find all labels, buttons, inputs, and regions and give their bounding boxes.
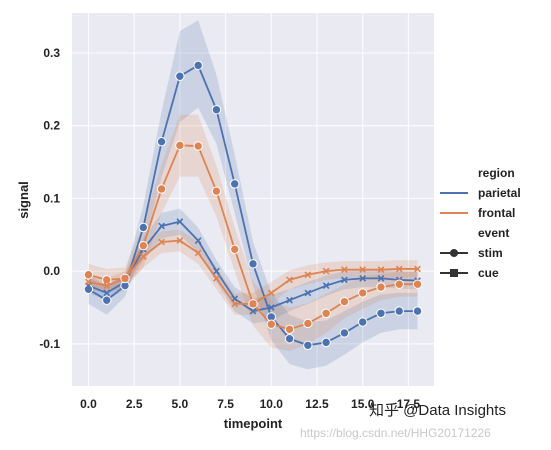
- point-frontal-stim: [284, 324, 295, 334]
- point-frontal-stim: [376, 282, 386, 292]
- x-tick-label: 15.0: [351, 397, 375, 411]
- watermark-brand: 知乎 @Data Insights: [369, 402, 506, 419]
- point-parietal-stim: [303, 340, 313, 350]
- point-parietal-cue: [267, 304, 275, 311]
- point-frontal-cue: [341, 266, 348, 274]
- point-frontal-cue: [304, 271, 312, 279]
- point-parietal-stim: [248, 259, 258, 269]
- point-frontal-stim: [83, 270, 94, 280]
- watermark-url: https://blog.csdn.net/HHG20171226: [300, 426, 491, 440]
- point-frontal-cue: [267, 289, 275, 297]
- point-frontal-stim: [321, 308, 331, 318]
- point-frontal-cue: [121, 275, 129, 282]
- point-parietal-cue: [158, 222, 165, 230]
- point-frontal-stim: [138, 240, 149, 251]
- x-tick-label: 7.5: [217, 397, 234, 411]
- y-axis-label: signal: [16, 181, 31, 219]
- point-frontal-stim: [266, 319, 276, 329]
- ci-band-frontal-stim: [88, 114, 418, 352]
- point-parietal-stim: [175, 71, 185, 81]
- point-frontal-stim: [102, 275, 112, 285]
- ci-band-frontal-cue: [88, 229, 418, 315]
- point-parietal-cue: [359, 275, 367, 282]
- point-parietal-stim: [284, 334, 295, 344]
- point-frontal-cue: [158, 238, 165, 246]
- point-parietal-stim: [412, 306, 423, 316]
- point-frontal-stim: [175, 140, 185, 151]
- point-parietal-stim: [156, 136, 167, 147]
- point-parietal-stim: [376, 308, 386, 318]
- point-frontal-cue: [85, 278, 92, 286]
- point-frontal-cue: [231, 300, 239, 308]
- point-parietal-stim: [193, 60, 203, 71]
- point-frontal-cue: [359, 266, 367, 274]
- y-tick-label: 0.1: [43, 191, 60, 205]
- legend-label-parietal: parietal: [478, 186, 521, 200]
- point-frontal-cue: [395, 265, 403, 273]
- point-parietal-stim: [102, 295, 112, 305]
- point-frontal-stim: [339, 296, 350, 307]
- point-frontal-cue: [286, 276, 293, 284]
- point-parietal-stim: [339, 328, 350, 338]
- point-frontal-stim: [357, 288, 368, 298]
- x-tick-label: 2.5: [126, 397, 143, 411]
- point-frontal-cue: [414, 265, 421, 273]
- point-parietal-cue: [377, 275, 385, 282]
- legend-marker-stim: [450, 249, 458, 257]
- legend-title: event: [478, 226, 509, 240]
- point-frontal-cue: [176, 237, 184, 244]
- point-parietal-cue: [103, 289, 111, 297]
- point-frontal-cue: [194, 249, 202, 257]
- point-frontal-stim: [193, 141, 203, 151]
- legend: region parietal frontal event stim cue: [440, 166, 521, 280]
- y-tick-label: 0.3: [43, 46, 60, 60]
- point-parietal-cue: [213, 267, 220, 275]
- point-frontal-cue: [377, 266, 385, 274]
- y-tick-label: 0.0: [43, 264, 60, 278]
- series-markers: [83, 60, 423, 350]
- x-tick-label: 5.0: [172, 397, 189, 411]
- point-frontal-cue: [249, 300, 257, 308]
- x-tick-label: 12.5: [305, 397, 329, 411]
- point-parietal-stim: [211, 105, 222, 115]
- point-parietal-cue: [176, 218, 184, 226]
- point-frontal-stim: [156, 184, 167, 194]
- point-parietal-stim: [321, 337, 331, 348]
- point-parietal-cue: [322, 282, 330, 290]
- y-tick-labels: -0.1 0.0 0.1 0.2 0.3: [39, 46, 60, 351]
- point-parietal-cue: [341, 276, 348, 284]
- y-tick-label: 0.2: [43, 119, 60, 133]
- legend-label-frontal: frontal: [478, 206, 515, 220]
- y-tick-label: -0.1: [39, 337, 60, 351]
- x-tick-label: 10.0: [260, 397, 284, 411]
- point-parietal-stim: [394, 306, 404, 316]
- x-axis-label: timepoint: [224, 416, 283, 431]
- point-parietal-cue: [249, 307, 257, 315]
- point-parietal-cue: [194, 237, 202, 244]
- point-parietal-stim: [357, 317, 368, 327]
- point-frontal-stim: [303, 318, 313, 329]
- legend-marker-cue: [450, 269, 458, 277]
- point-frontal-stim: [412, 279, 423, 289]
- point-frontal-cue: [322, 267, 330, 275]
- point-frontal-stim: [230, 244, 240, 255]
- point-parietal-cue: [286, 296, 293, 304]
- x-tick-label: 0.0: [80, 397, 97, 411]
- point-parietal-cue: [231, 295, 239, 303]
- point-frontal-cue: [139, 253, 147, 260]
- legend-label-stim: stim: [478, 246, 503, 260]
- point-parietal-stim: [138, 222, 149, 233]
- legend-title: region: [478, 166, 515, 180]
- plot-background: [72, 13, 434, 386]
- x-tick-labels: 0.0 2.5 5.0 7.5 10.0 12.5 15.0 17.5: [80, 397, 420, 411]
- point-parietal-cue: [304, 289, 312, 297]
- point-frontal-stim: [394, 279, 404, 289]
- point-frontal-cue: [213, 275, 220, 282]
- point-frontal-stim: [211, 186, 222, 196]
- point-parietal-stim: [230, 179, 240, 189]
- x-tick-label: 17.5: [397, 397, 421, 411]
- point-frontal-cue: [103, 282, 111, 290]
- legend-label-cue: cue: [478, 266, 499, 280]
